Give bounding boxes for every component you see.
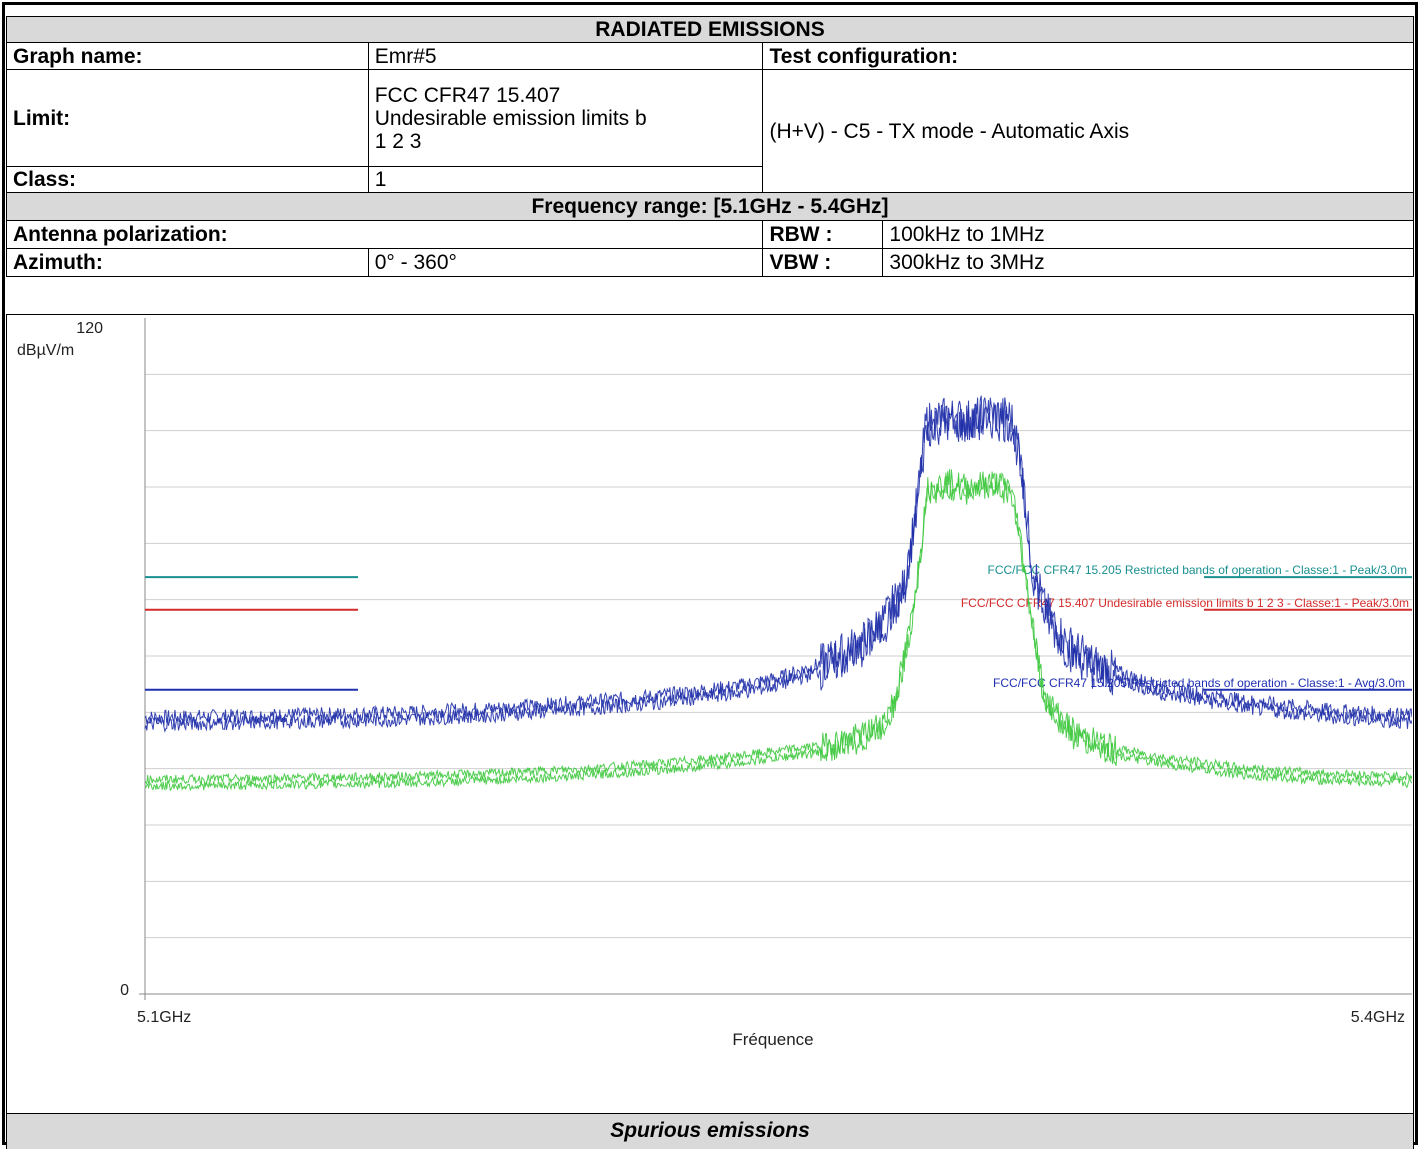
rbw-label: RBW : — [762, 220, 884, 249]
limit-line-label: FCC/FCC CFR47 15.205 Restricted bands of… — [993, 676, 1405, 690]
limit-label: Limit: — [6, 69, 369, 167]
limit-value: FCC CFR47 15.407 Undesirable emission li… — [367, 69, 764, 167]
graph-name-value: Emr#5 — [367, 42, 764, 70]
y-tick-label-max: 120 — [76, 320, 103, 337]
graph-name-label: Graph name: — [6, 42, 369, 70]
y-axis-label: dBµV/m — [17, 342, 74, 359]
x-axis-label: Fréquence — [732, 1030, 813, 1049]
azimuth-label: Azimuth: — [6, 248, 369, 277]
limit-lines: FCC/FCC CFR47 15.205 Restricted bands of… — [145, 563, 1412, 691]
report-title: RADIATED EMISSIONS — [6, 16, 1414, 43]
trace-line — [144, 469, 1413, 786]
limit-line-label: FCC/FCC CFR47 15.407 Undesirable emissio… — [961, 596, 1409, 610]
trace-line — [144, 400, 1413, 733]
traces — [144, 395, 1413, 792]
class-value: 1 — [367, 166, 764, 193]
vbw-label: VBW : — [762, 248, 884, 277]
frequency-range: Frequency range: [5.1GHz - 5.4GHz] — [6, 192, 1414, 221]
class-label: Class: — [6, 166, 369, 193]
y-tick-label-min: 0 — [120, 982, 129, 999]
test-config-label: Test configuration: — [762, 42, 1414, 70]
trace-line — [144, 395, 1413, 726]
chart-panel: 120 dBµV/m 0 5.1GHz 5.4GHz Fréquence FCC… — [6, 314, 1414, 1115]
azimuth-value: 0° - 360° — [367, 248, 764, 277]
limit-line-1: FCC CFR47 15.407 — [374, 83, 561, 107]
limit-line-3: 1 2 3 — [374, 129, 422, 153]
vbw-value: 300kHz to 3MHz — [882, 248, 1414, 277]
header-table: RADIATED EMISSIONS Graph name: Emr#5 Tes… — [5, 16, 1414, 277]
trace-line — [144, 475, 1413, 792]
test-config-value: (H+V) - C5 - TX mode - Automatic Axis — [762, 69, 1414, 193]
antenna-polarization-label: Antenna polarization: — [5, 220, 764, 249]
x-tick-label-max: 5.4GHz — [1351, 1009, 1405, 1026]
limit-line-2: Undesirable emission limits b — [374, 106, 647, 130]
chart-caption: Spurious emissions — [6, 1113, 1414, 1149]
x-tick-label-min: 5.1GHz — [137, 1009, 191, 1026]
grid-lines — [145, 373, 1412, 939]
emissions-chart: 120 dBµV/m 0 5.1GHz 5.4GHz Fréquence FCC… — [17, 318, 1413, 1049]
rbw-value: 100kHz to 1MHz — [882, 220, 1414, 249]
limit-line-label: FCC/FCC CFR47 15.205 Restricted bands of… — [987, 563, 1407, 577]
